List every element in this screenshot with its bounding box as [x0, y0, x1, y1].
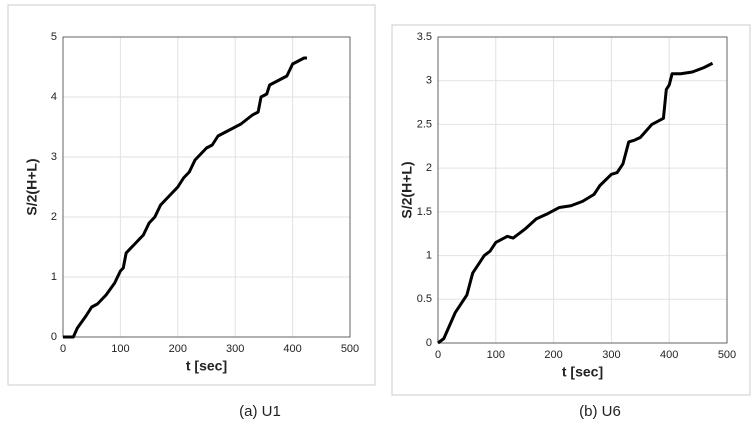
y-tick-label: 0.5	[417, 293, 432, 305]
y-tick-label: 3	[51, 151, 57, 163]
y-tick-label: 0	[426, 337, 432, 349]
x-tick-label: 100	[111, 343, 129, 355]
x-axis-label: t [sec]	[186, 358, 227, 374]
caption: (a) U1	[239, 403, 281, 420]
y-tick-label: 4	[51, 91, 57, 103]
panel-frame	[391, 24, 751, 396]
x-tick-label: 500	[341, 343, 359, 355]
data-line	[437, 61, 714, 345]
y-tick-label: 3	[426, 75, 432, 87]
y-tick-label: 5	[51, 31, 57, 43]
y-tick-label: 3.5	[417, 31, 432, 43]
x-tick-label: 200	[544, 349, 562, 361]
x-tick-label: 500	[718, 349, 736, 361]
x-tick-label: 100	[487, 349, 505, 361]
x-tick-label: 400	[283, 343, 301, 355]
plot-frame	[437, 36, 728, 344]
y-axis-label: S/2(H+L)	[24, 158, 40, 215]
x-tick-label: 200	[169, 343, 187, 355]
y-tick-label: 1	[51, 271, 57, 283]
y-axis-label: S/2(H+L)	[399, 161, 415, 218]
y-tick-label: 1.5	[417, 206, 432, 218]
data-line	[63, 56, 307, 339]
x-axis-label: t [sec]	[562, 364, 603, 380]
y-tick-label: 2.5	[417, 118, 432, 130]
y-tick-label: 1	[426, 249, 432, 261]
x-tick-label: 0	[435, 349, 441, 361]
panel-frame	[7, 4, 376, 386]
x-tick-label: 400	[660, 349, 678, 361]
y-tick-label: 2	[51, 211, 57, 223]
y-tick-label: 0	[51, 331, 57, 343]
x-tick-label: 300	[602, 349, 620, 361]
plot-frame	[62, 36, 351, 338]
x-tick-label: 300	[226, 343, 244, 355]
x-tick-label: 0	[60, 343, 66, 355]
caption: (b) U6	[579, 403, 621, 420]
y-tick-label: 2	[426, 162, 432, 174]
